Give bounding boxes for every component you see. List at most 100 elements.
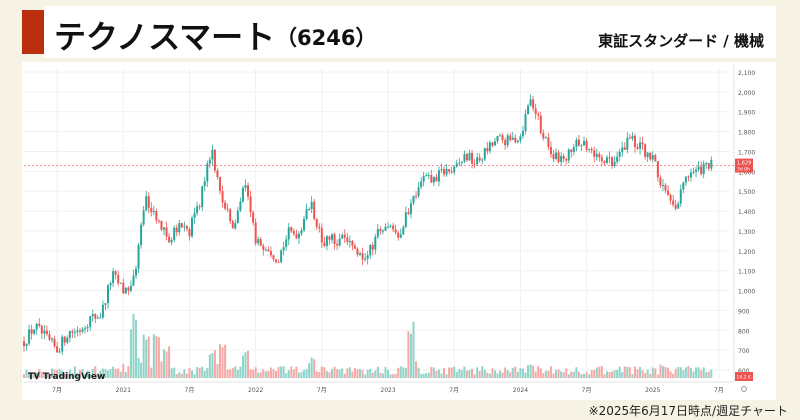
current-price-label: 1,629 bbox=[737, 161, 751, 167]
candle-body bbox=[231, 221, 234, 229]
candle-body bbox=[519, 136, 522, 141]
y-tick-label: 1,300 bbox=[738, 229, 755, 236]
volume-bar bbox=[445, 374, 448, 378]
volume-bar bbox=[458, 369, 461, 378]
candle-body bbox=[267, 249, 270, 252]
volume-bar bbox=[570, 371, 573, 378]
candle-body bbox=[534, 108, 537, 115]
volume-bar bbox=[639, 367, 642, 378]
volume-bar bbox=[409, 333, 412, 378]
candle-body bbox=[549, 147, 552, 155]
volume-bar bbox=[163, 349, 166, 378]
candle-body bbox=[129, 285, 132, 291]
volume-bar bbox=[155, 336, 158, 378]
volume-bar bbox=[710, 369, 713, 378]
y-tick-label: 700 bbox=[738, 348, 750, 355]
candle-body bbox=[542, 132, 545, 139]
volume-bar bbox=[241, 355, 244, 378]
volume-bar bbox=[443, 368, 446, 378]
volume-bar bbox=[297, 372, 300, 378]
candle-body bbox=[710, 159, 713, 169]
volume-bar bbox=[366, 369, 369, 378]
volume-bar bbox=[303, 370, 306, 378]
candle-body bbox=[157, 220, 160, 222]
candle-body bbox=[359, 253, 362, 255]
volume-bar bbox=[521, 368, 524, 378]
volume-bar bbox=[267, 370, 270, 378]
volume-bar bbox=[684, 367, 687, 378]
volume-bar bbox=[450, 367, 453, 378]
candle-body bbox=[104, 303, 107, 305]
candle-body bbox=[40, 325, 43, 334]
candle-body bbox=[524, 114, 527, 131]
candle-body bbox=[341, 234, 344, 239]
candle-body bbox=[356, 248, 359, 255]
candle-body bbox=[521, 130, 524, 137]
volume-bar bbox=[346, 368, 349, 378]
volume-bar bbox=[641, 370, 644, 378]
volume-bar bbox=[623, 366, 626, 378]
volume-bar bbox=[621, 371, 624, 378]
candle-body bbox=[417, 187, 420, 196]
candle-body bbox=[348, 240, 351, 243]
candle-body bbox=[71, 331, 74, 333]
volume-bar bbox=[687, 366, 690, 378]
volume-bar bbox=[89, 374, 92, 378]
volume-bar bbox=[137, 357, 140, 378]
candle-body bbox=[639, 142, 642, 149]
volume-bar bbox=[61, 370, 64, 378]
header: テクノスマート （6246） 東証スタンダード / 機械 bbox=[0, 0, 800, 64]
candle-body bbox=[124, 287, 127, 294]
candle-body bbox=[649, 152, 652, 160]
volume-bar bbox=[30, 373, 33, 378]
volume-bar bbox=[229, 369, 232, 378]
volume-bar bbox=[700, 370, 703, 378]
y-tick-label: 1,600 bbox=[738, 169, 755, 176]
candle-body bbox=[481, 159, 484, 161]
candle-body bbox=[45, 330, 48, 335]
y-tick-label: 900 bbox=[738, 308, 750, 315]
candle-body bbox=[488, 142, 491, 152]
candle-body bbox=[384, 226, 387, 231]
volume-bar bbox=[524, 372, 527, 378]
volume-bar bbox=[588, 374, 591, 378]
candle-body bbox=[89, 316, 92, 327]
candle-body bbox=[499, 135, 502, 137]
market-info: 東証スタンダード / 機械 bbox=[598, 32, 764, 50]
candle-body bbox=[595, 153, 598, 157]
candle-body bbox=[196, 206, 199, 214]
candle-body bbox=[511, 137, 514, 140]
volume-bar bbox=[544, 370, 547, 378]
candle-body bbox=[48, 334, 51, 340]
candle-body bbox=[239, 201, 242, 211]
candle-body bbox=[84, 328, 87, 330]
candle-body bbox=[272, 255, 275, 260]
volume-bar bbox=[371, 372, 374, 378]
volume-bar bbox=[325, 371, 328, 378]
candle-body bbox=[633, 135, 636, 148]
y-tick-label: 1,200 bbox=[738, 249, 755, 256]
volume-bar bbox=[257, 372, 260, 378]
volume-bar bbox=[379, 372, 382, 378]
candle-body bbox=[394, 229, 397, 233]
candle-body bbox=[163, 227, 166, 230]
volume-bar bbox=[402, 367, 405, 378]
candle-body bbox=[486, 148, 489, 152]
volume-bar bbox=[208, 354, 211, 378]
candle-body bbox=[600, 157, 603, 162]
chart-area: 600 700 800 900 1,000 1,100 1,200 1,300 1,400 1,5… bbox=[22, 62, 776, 400]
volume-bar bbox=[616, 369, 619, 378]
candle-body bbox=[702, 163, 705, 175]
volume-bar bbox=[697, 367, 700, 378]
candle-body bbox=[628, 137, 631, 139]
x-tick-label: 7月 bbox=[317, 387, 327, 394]
candle-body bbox=[249, 196, 252, 213]
candle-body bbox=[529, 99, 532, 106]
volume-bar bbox=[79, 369, 82, 378]
volume-bar bbox=[38, 369, 41, 378]
candle-body bbox=[346, 237, 349, 243]
accent-bar bbox=[22, 10, 44, 54]
volume-bar bbox=[577, 371, 580, 378]
candle-body bbox=[539, 115, 542, 133]
volume-bar bbox=[201, 366, 204, 378]
